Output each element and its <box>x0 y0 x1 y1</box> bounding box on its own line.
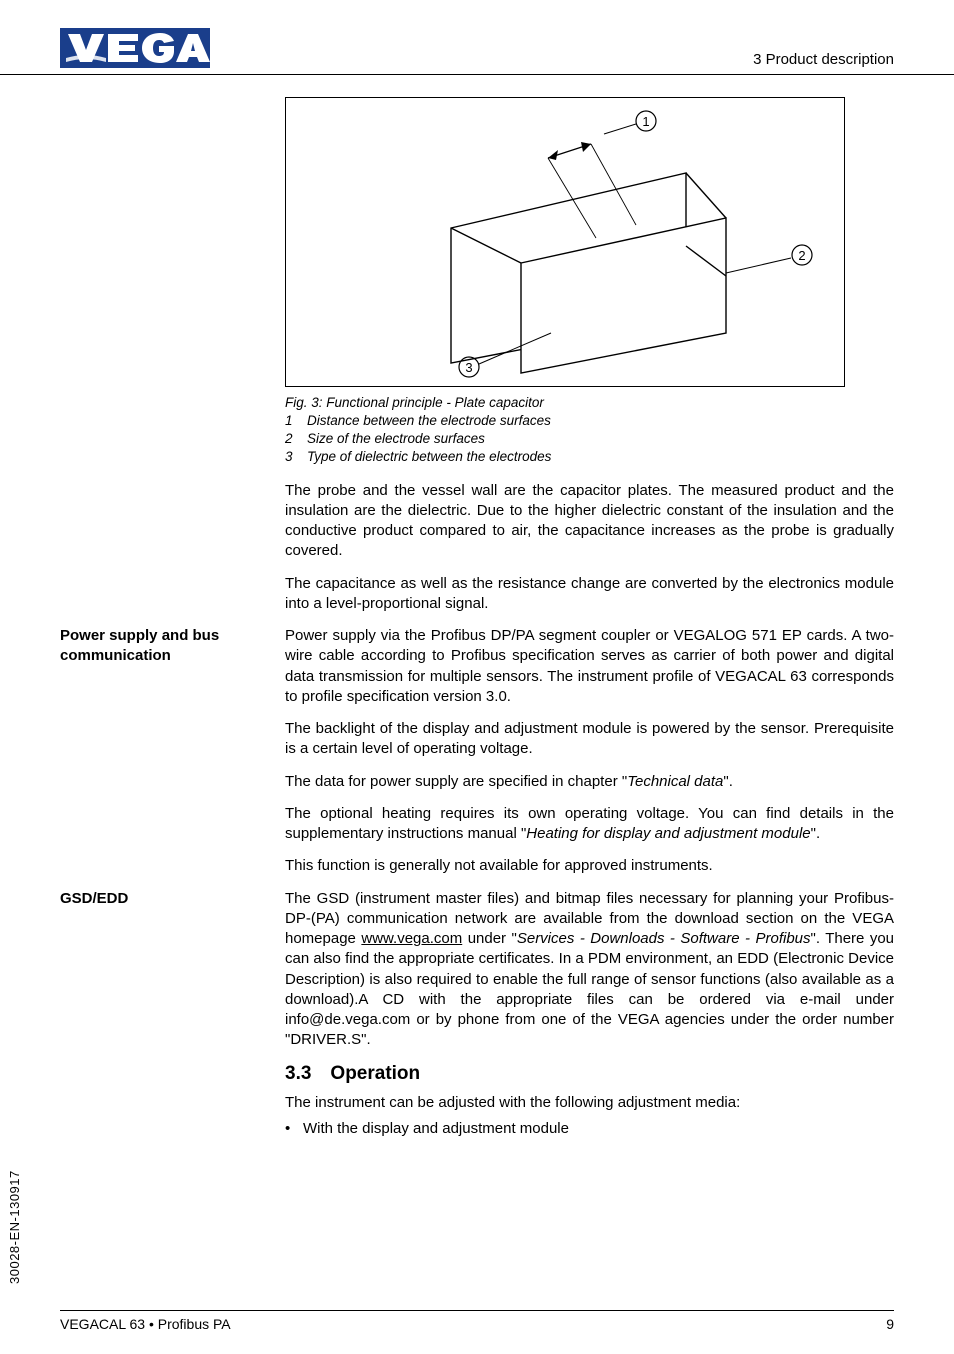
body-paragraph-2: The capacitance as well as the resistanc… <box>285 574 894 615</box>
doc-id-vertical: 30028-EN-130917 <box>7 1170 22 1284</box>
side-label-power: Power supply and bus communication <box>60 626 285 877</box>
link-vega[interactable]: www.vega.com <box>361 930 462 947</box>
operation-bullet-1: • With the display and adjustment module <box>285 1119 894 1139</box>
svg-text:2: 2 <box>798 248 805 263</box>
footer-left: VEGACAL 63 • Profibus PA <box>60 1316 231 1332</box>
gsd-body: The GSD (instrument master files) and bi… <box>285 889 894 1051</box>
figure-caption: Fig. 3: Functional principle - Plate cap… <box>285 395 894 410</box>
vega-logo <box>60 28 210 68</box>
section-3-3-heading: 3.3 Operation <box>285 1063 894 1085</box>
figure-3: 1 2 3 <box>285 97 894 387</box>
header-section-label: 3 Product description <box>753 51 894 68</box>
side-label-gsd: GSD/EDD <box>60 889 285 1051</box>
footer-page-number: 9 <box>886 1316 894 1332</box>
svg-text:3: 3 <box>465 360 472 375</box>
operation-intro: The instrument can be adjusted with the … <box>285 1093 894 1113</box>
body-paragraph-1: The probe and the vessel wall are the ca… <box>285 481 894 562</box>
figure-legend: 1Distance between the electrode surfaces… <box>285 412 894 467</box>
power-body: Power supply via the Profibus DP/PA segm… <box>285 626 894 877</box>
svg-text:1: 1 <box>642 114 649 129</box>
